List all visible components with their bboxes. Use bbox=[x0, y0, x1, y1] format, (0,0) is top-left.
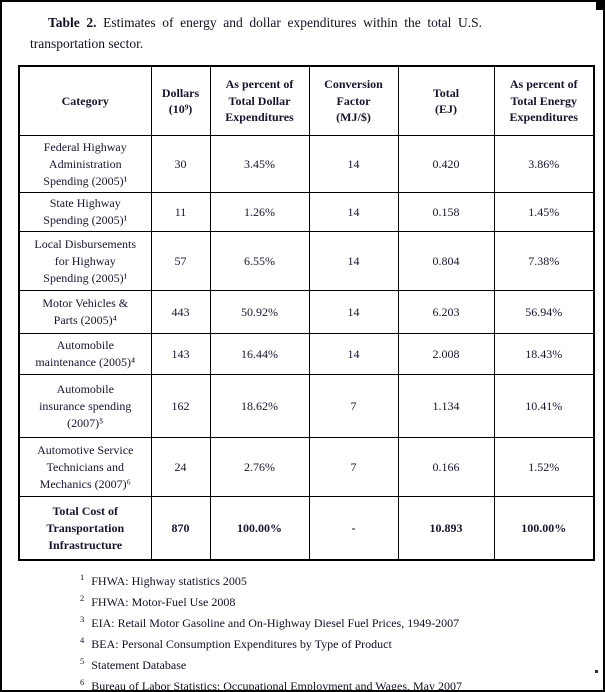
cell-conversion: 14 bbox=[308, 192, 399, 232]
cell-conversion: 14 bbox=[308, 135, 399, 193]
footnote-2: 2 FHWA: Motor-Fuel Use 2008 bbox=[80, 592, 603, 613]
table-row-federal-highway: Federal Highway Administration Spending … bbox=[18, 135, 595, 193]
table-caption: Table 2. Estimates of energy and dollar … bbox=[30, 12, 482, 54]
cell-dollars: 30 bbox=[150, 135, 211, 193]
cell-conversion-total: - bbox=[308, 496, 399, 561]
cell-category: Automobile maintenance (2005)⁴ bbox=[18, 333, 152, 375]
cell-dollars: 24 bbox=[150, 437, 211, 497]
footnote-marker: 3 bbox=[80, 614, 85, 624]
footnote-5: 5 Statement Database bbox=[80, 655, 603, 676]
table-row-auto-maintenance: Automobile maintenance (2005)⁴ 143 16.44… bbox=[18, 333, 595, 375]
column-header-dollars: Dollars (10⁹) bbox=[150, 65, 211, 136]
scan-artifact-corner bbox=[596, 2, 603, 10]
cell-pct-dollar: 50.92% bbox=[209, 290, 310, 334]
cell-conversion: 14 bbox=[308, 231, 399, 291]
footnote-marker: 1 bbox=[80, 572, 85, 582]
footnote-text: BEA: Personal Consumption Expenditures b… bbox=[91, 637, 392, 651]
scan-artifact-dot bbox=[595, 670, 598, 673]
footnote-6: 6 Bureau of Labor Statistics: Occupationa… bbox=[80, 676, 603, 692]
column-header-pct-energy: As percent of Total Energy Expenditures bbox=[493, 65, 595, 136]
footnote-1: 1 FHWA: Highway statistics 2005 bbox=[80, 571, 603, 592]
cell-total-ej: 0.166 bbox=[397, 437, 495, 497]
cell-category: Automobile insurance spending (2007)⁵ bbox=[18, 374, 152, 438]
cell-pct-energy: 7.38% bbox=[493, 231, 595, 291]
column-header-conversion-factor: Conversion Factor (MJ/$) bbox=[308, 65, 399, 136]
cell-pct-energy: 56.94% bbox=[493, 290, 595, 334]
cell-dollars: 57 bbox=[150, 231, 211, 291]
column-header-total-ej: Total (EJ) bbox=[397, 65, 495, 136]
footnote-text: FHWA: Highway statistics 2005 bbox=[91, 574, 247, 588]
footnotes-list: 1 FHWA: Highway statistics 2005 2 FHWA: Mo… bbox=[80, 571, 603, 692]
cell-category: Motor Vehicles & Parts (2005)⁴ bbox=[18, 290, 152, 334]
cell-total-ej: 0.420 bbox=[397, 135, 495, 193]
cell-category-total: Total Cost of Transportation Infrastruct… bbox=[18, 496, 152, 561]
cell-category: State Highway Spending (2005)¹ bbox=[18, 192, 152, 232]
table-row-total: Total Cost of Transportation Infrastruct… bbox=[18, 496, 595, 561]
cell-category: Automotive Service Technicians and Mecha… bbox=[18, 437, 152, 497]
cell-pct-energy: 3.86% bbox=[493, 135, 595, 193]
cell-pct-dollar: 1.26% bbox=[209, 192, 310, 232]
cell-category: Federal Highway Administration Spending … bbox=[18, 135, 152, 193]
cell-total-ej: 6.203 bbox=[397, 290, 495, 334]
footnote-text: EIA: Retail Motor Gasoline and On-Highwa… bbox=[91, 616, 460, 630]
table-caption-text: Estimates of energy and dollar expenditu… bbox=[30, 15, 482, 51]
cell-conversion: 14 bbox=[308, 290, 399, 334]
expenditures-table: Category Dollars (10⁹) As percent of Tot… bbox=[18, 65, 595, 561]
cell-pct-energy: 1.45% bbox=[493, 192, 595, 232]
cell-dollars: 11 bbox=[150, 192, 211, 232]
cell-pct-dollar: 18.62% bbox=[209, 374, 310, 438]
footnote-text: Statement Database bbox=[91, 658, 187, 672]
table-row-local-disbursements: Local Disbursements for Highway Spending… bbox=[18, 231, 595, 291]
cell-conversion: 7 bbox=[308, 374, 399, 438]
cell-total-ej-total: 10.893 bbox=[397, 496, 495, 561]
cell-pct-energy: 10.41% bbox=[493, 374, 595, 438]
footnote-4: 4 BEA: Personal Consumption Expenditures … bbox=[80, 634, 603, 655]
footnote-marker: 4 bbox=[80, 635, 85, 645]
cell-pct-dollar: 2.76% bbox=[209, 437, 310, 497]
footnote-text: FHWA: Motor-Fuel Use 2008 bbox=[91, 595, 236, 609]
cell-pct-energy: 1.52% bbox=[493, 437, 595, 497]
cell-pct-energy: 18.43% bbox=[493, 333, 595, 375]
table-row-state-highway: State Highway Spending (2005)¹ 11 1.26% … bbox=[18, 192, 595, 232]
cell-pct-dollar: 3.45% bbox=[209, 135, 310, 193]
cell-pct-dollar: 16.44% bbox=[209, 333, 310, 375]
cell-total-ej: 2.008 bbox=[397, 333, 495, 375]
cell-dollars: 143 bbox=[150, 333, 211, 375]
column-header-category: Category bbox=[18, 65, 152, 136]
footnote-marker: 5 bbox=[80, 656, 85, 666]
cell-total-ej: 1.134 bbox=[397, 374, 495, 438]
cell-total-ej: 0.804 bbox=[397, 231, 495, 291]
cell-pct-dollar: 6.55% bbox=[209, 231, 310, 291]
cell-total-ej: 0.158 bbox=[397, 192, 495, 232]
table-row-auto-insurance: Automobile insurance spending (2007)⁵ 16… bbox=[18, 374, 595, 438]
footnote-text: Bureau of Labor Statistics: Occupational… bbox=[91, 679, 462, 692]
cell-dollars: 162 bbox=[150, 374, 211, 438]
table-row-service-technicians: Automotive Service Technicians and Mecha… bbox=[18, 437, 595, 497]
column-header-pct-dollar: As percent of Total Dollar Expenditures bbox=[209, 65, 310, 136]
cell-conversion: 7 bbox=[308, 437, 399, 497]
footnote-marker: 6 bbox=[80, 677, 85, 687]
cell-dollars-total: 870 bbox=[150, 496, 211, 561]
table-row-motor-vehicles: Motor Vehicles & Parts (2005)⁴ 443 50.92… bbox=[18, 290, 595, 334]
cell-conversion: 14 bbox=[308, 333, 399, 375]
header-row: Category Dollars (10⁹) As percent of Tot… bbox=[18, 65, 595, 136]
footnote-marker: 2 bbox=[80, 593, 85, 603]
cell-category: Local Disbursements for Highway Spending… bbox=[18, 231, 152, 291]
table-caption-label: Table 2. bbox=[48, 15, 97, 30]
cell-pct-dollar-total: 100.00% bbox=[209, 496, 310, 561]
cell-dollars: 443 bbox=[150, 290, 211, 334]
cell-pct-energy-total: 100.00% bbox=[493, 496, 595, 561]
footnote-3: 3 EIA: Retail Motor Gasoline and On-Highw… bbox=[80, 613, 603, 634]
